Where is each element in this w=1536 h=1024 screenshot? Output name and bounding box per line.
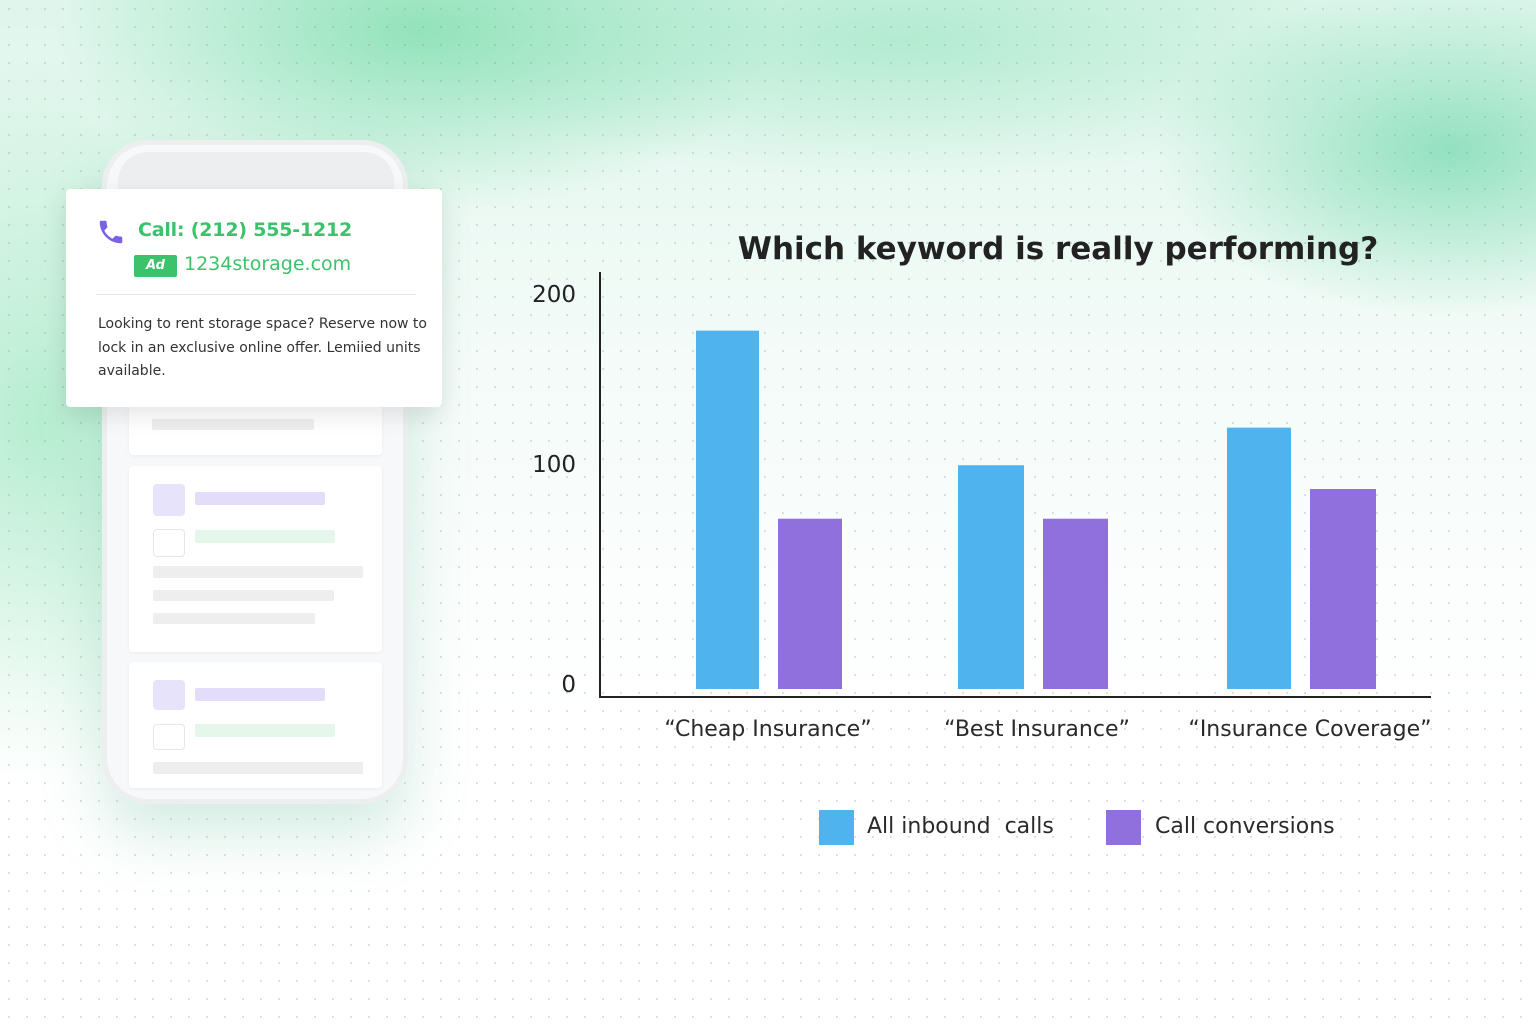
- placeholder-line: [153, 762, 363, 774]
- placeholder-link: [195, 724, 335, 737]
- result-card-top: [129, 405, 382, 455]
- legend-label-call-conversions: Call conversions: [1155, 814, 1335, 839]
- ad-description: Looking to rent storage space? Reserve n…: [98, 316, 427, 379]
- bars: [696, 330, 1376, 689]
- y-tick-label: 100: [532, 452, 576, 478]
- placeholder-link: [195, 530, 335, 543]
- result-card: [129, 662, 382, 788]
- legend-swatch-all-inbound-calls: [819, 810, 854, 845]
- bar-all-inbound-calls: [958, 465, 1024, 689]
- placeholder-title: [195, 688, 325, 701]
- bar-all-inbound-calls: [696, 330, 759, 689]
- x-tick-label: “Cheap Insurance”: [664, 717, 871, 742]
- bar-call-conversions: [778, 518, 842, 689]
- ad-divider: [96, 294, 416, 295]
- placeholder-checkbox: [153, 529, 185, 557]
- placeholder-thumb: [153, 680, 185, 710]
- y-tick-label: 200: [532, 282, 576, 308]
- bar-all-inbound-calls: [1227, 427, 1291, 689]
- placeholder-checkbox: [153, 724, 185, 750]
- placeholder-title: [195, 492, 325, 505]
- legend-swatch-call-conversions: [1106, 810, 1141, 845]
- x-tick-labels: “Cheap Insurance” “Best Insurance” “Insura…: [664, 717, 1431, 742]
- ad-display-url[interactable]: 1234storage.com: [184, 253, 352, 275]
- bar-call-conversions: [1310, 489, 1376, 689]
- result-card: [129, 466, 382, 652]
- ad-call-link[interactable]: Call: (212) 555-1212: [138, 219, 353, 241]
- ad-badge: Ad: [134, 255, 177, 277]
- x-tick-label: “Insurance Coverage”: [1188, 717, 1431, 742]
- bar-call-conversions: [1043, 518, 1108, 689]
- phone-icon[interactable]: [96, 217, 126, 247]
- y-tick-label: 0: [561, 672, 576, 698]
- placeholder-line: [152, 419, 314, 430]
- placeholder-line: [153, 590, 334, 601]
- ad-badge-label: Ad: [146, 258, 165, 273]
- legend-label-all-inbound-calls: All inbound calls: [867, 814, 1054, 839]
- placeholder-line: [153, 566, 363, 578]
- search-ad-card[interactable]: Call: (212) 555-1212 Ad 1234storage.com …: [66, 189, 442, 407]
- chart-title: Which keyword is really performing?: [738, 231, 1378, 267]
- placeholder-thumb: [153, 484, 185, 516]
- placeholder-line: [153, 613, 315, 624]
- x-tick-label: “Best Insurance”: [944, 717, 1130, 742]
- y-tick-labels: 200 100 0: [532, 282, 576, 698]
